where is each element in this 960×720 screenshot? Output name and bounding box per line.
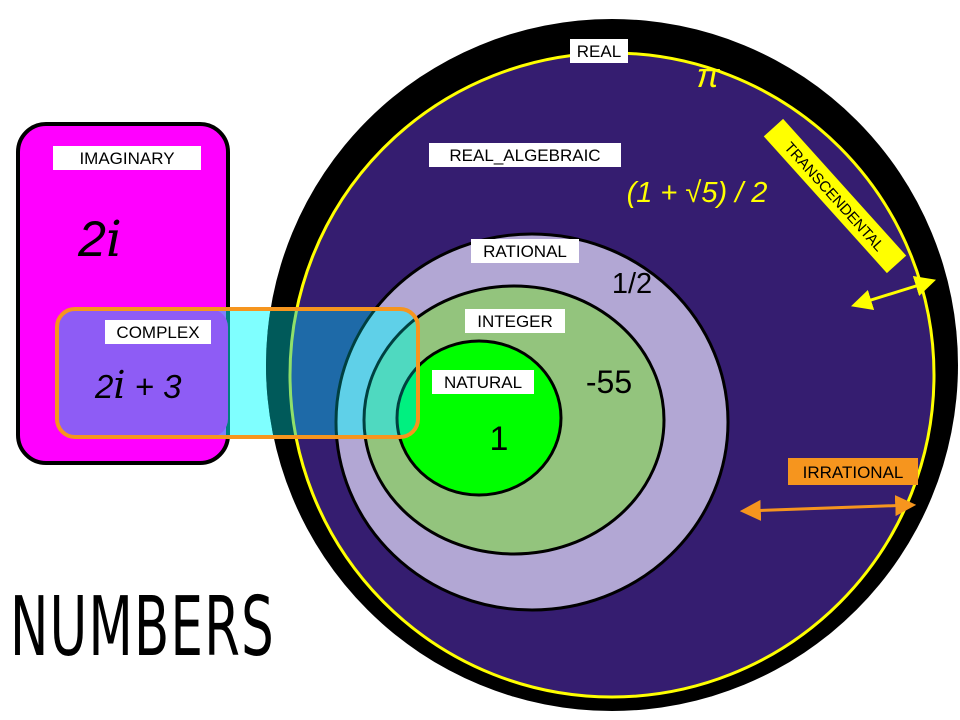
transcendental-arrow: [850, 275, 937, 311]
rational-label-bg: [471, 239, 579, 263]
complex-label-bg: [105, 320, 211, 344]
real-label: REAL: [577, 42, 621, 61]
imaginary-label: IMAGINARY: [79, 149, 174, 168]
real-label-bg: [570, 39, 628, 63]
real-algebraic-label-bg: [429, 143, 621, 167]
complex-example: 2i + 3: [94, 363, 182, 407]
golden-ratio-example: (1 + √5) / 2: [627, 177, 768, 209]
half-example: 1/2: [612, 268, 652, 300]
complex-overlay-real: [266, 309, 418, 437]
imaginary-example: 2i: [77, 210, 122, 268]
negative-example: -55: [586, 364, 632, 400]
irrational-label: IRRATIONAL: [803, 463, 904, 482]
natural-label-bg: [432, 370, 534, 394]
integer-label-bg: [465, 309, 565, 333]
natural-set: [395, 339, 563, 497]
one-example: 1: [490, 420, 509, 458]
imaginary-label-bg: [53, 146, 201, 170]
complex-label: COMPLEX: [116, 323, 199, 342]
irrational-tag: [788, 458, 918, 485]
integer-label: INTEGER: [477, 312, 553, 331]
page-title: NUMBERS: [10, 580, 275, 675]
real-algebraic-label: REAL_ALGEBRAIC: [449, 146, 600, 165]
pi-example: π: [697, 57, 721, 95]
irrational-arrow: [739, 495, 917, 521]
rational-label: RATIONAL: [483, 242, 567, 261]
complex-set: [55, 307, 420, 439]
natural-label: NATURAL: [444, 373, 522, 392]
